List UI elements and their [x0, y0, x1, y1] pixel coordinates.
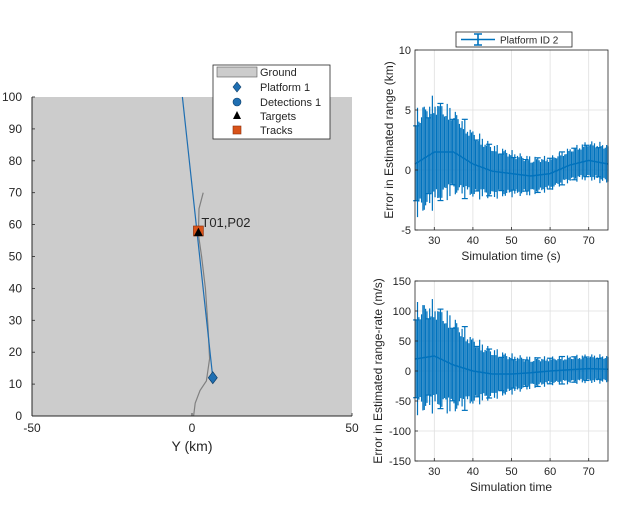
range-error-series — [413, 95, 609, 218]
range-rate-error-y-tick-label: -50 — [395, 396, 411, 408]
range-rate-error-y-tick-label: 50 — [399, 336, 411, 348]
range-error-x-tick-label: 70 — [583, 235, 595, 247]
theater-y-tick-label: 80 — [9, 154, 23, 168]
range-error-legend: Platform ID 2 — [455, 31, 573, 48]
range-error-legend-box — [455, 31, 573, 48]
range-error-y-tick-label: 10 — [399, 45, 411, 57]
theater-y-tick-label: 50 — [9, 250, 23, 264]
range-rate-error-x-tick-label: 40 — [467, 466, 479, 478]
range-error-x-tick-label: 30 — [428, 235, 440, 247]
range-rate-error-x-label: Simulation time — [470, 480, 552, 494]
range-error-x-tick-label: 40 — [467, 235, 479, 247]
legend-box — [212, 64, 331, 140]
range-error-legend-label: Platform ID 2 — [500, 36, 559, 47]
legend-label-platform: Platform 1 — [260, 82, 310, 94]
range-rate-error-x-tick-label: 30 — [428, 466, 440, 478]
range-rate-error-y-label: Error in Estimated range-rate (m/s) — [371, 278, 385, 463]
legend-errorbar-icon — [461, 33, 495, 46]
range-rate-error-x-tick-label: 60 — [544, 466, 556, 478]
theater-x-tick-label: -50 — [23, 421, 41, 435]
theater-y-tick-label: 60 — [9, 218, 23, 232]
theater-y-tick-label: 30 — [9, 313, 23, 327]
target-triangle-marker — [193, 227, 203, 237]
range-error-y-tick-label: -5 — [401, 225, 411, 237]
theater-x-tick-label: 0 — [189, 421, 196, 435]
range-rate-error-y-tick-label: 100 — [393, 306, 411, 318]
theater-x-tick-label: 50 — [345, 421, 359, 435]
theater-y-tick-label: 20 — [9, 345, 23, 359]
range-rate-error-mean-line — [414, 355, 609, 375]
theater-x-ticks: -50 0 50 — [23, 413, 359, 435]
theater-y-ticks: 0 10 20 30 40 50 60 70 80 90 100 — [2, 90, 35, 423]
range-error-x-tick-label: 50 — [505, 235, 517, 247]
range-error-y-tick-label: 0 — [405, 165, 411, 177]
range-error-x-tick-label: 60 — [544, 235, 556, 247]
range-rate-error-y-tick-label: -100 — [389, 426, 411, 438]
legend-label-detections: Detections 1 — [260, 97, 321, 109]
legend-detection-circle-icon — [232, 97, 242, 107]
range-rate-error-chart: 30 40 50 60 70 -150 -100 -50 0 50 100 150 Simulatio… — [371, 276, 609, 494]
legend-label-tracks: Tracks — [260, 125, 293, 137]
platform-trajectory-line — [181, 96, 214, 378]
range-error-x-label: Simulation time (s) — [461, 249, 560, 263]
range-rate-error-ticks: 30 40 50 60 70 -150 -100 -50 0 50 100 150 — [389, 276, 595, 478]
platform-diamond-marker — [207, 371, 218, 385]
theater-y-tick-label: 90 — [9, 122, 23, 136]
track-label-annotation: T01,P02 — [201, 215, 250, 230]
theater-y-tick-label: 100 — [2, 90, 22, 104]
theater-y-tick-label: 40 — [9, 281, 23, 295]
theater-y-tick-label: 0 — [15, 409, 22, 423]
range-error-chart: 30 40 50 60 70 -5 0 5 10 Simulation time (s) Err… — [382, 31, 609, 263]
range-rate-error-x-tick-label: 70 — [583, 466, 595, 478]
theater-legend: Ground Platform 1 Detections 1 Targets T… — [212, 64, 331, 140]
range-error-ticks: 30 40 50 60 70 -5 0 5 10 — [399, 45, 595, 247]
legend-label-ground: Ground — [260, 67, 297, 79]
theater-y-tick-label: 70 — [9, 186, 23, 200]
theater-x-label: Y (km) — [172, 438, 213, 454]
theater-marks: T01,P02 — [181, 96, 251, 417]
range-rate-error-y-tick-label: 0 — [405, 366, 411, 378]
legend-ground-swatch — [216, 66, 258, 78]
ground-area — [32, 97, 352, 416]
range-error-y-label: Error in Estimated range (km) — [382, 61, 396, 218]
legend-label-targets: Targets — [260, 111, 297, 123]
range-error-mean-line — [414, 151, 609, 177]
range-rate-error-series — [413, 299, 609, 416]
legend-track-square-icon — [232, 125, 242, 135]
legend-platform-diamond-icon — [232, 81, 242, 93]
range-rate-error-y-tick-label: 150 — [393, 276, 411, 288]
range-rate-error-y-tick-label: -150 — [389, 456, 411, 468]
range-rate-error-x-tick-label: 50 — [505, 466, 517, 478]
theater-y-tick-label: 10 — [9, 377, 23, 391]
range-error-y-tick-label: 5 — [405, 105, 411, 117]
legend-target-triangle-icon — [233, 111, 241, 119]
